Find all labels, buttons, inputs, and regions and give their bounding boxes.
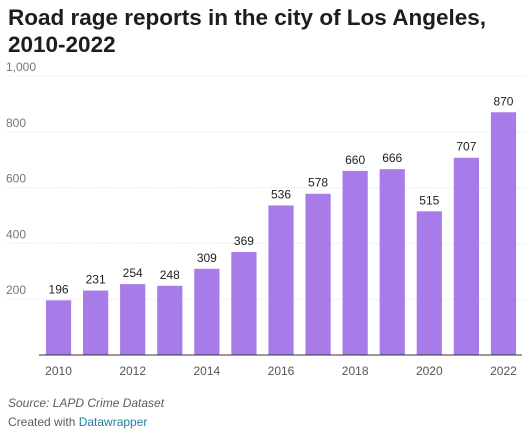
bar	[379, 169, 405, 355]
x-tick-label: 2020	[416, 364, 443, 378]
bar	[83, 290, 109, 355]
bar	[45, 300, 72, 355]
x-tick-label: 2018	[342, 364, 369, 378]
bar	[231, 252, 257, 355]
y-axis-ticks: 200 400 600 800 1,000	[6, 60, 36, 297]
y-tick-label: 600	[6, 172, 26, 186]
bar	[268, 205, 294, 355]
datawrapper-link[interactable]: Datawrapper	[78, 415, 148, 429]
bar	[194, 268, 220, 355]
y-tick-label: 800	[6, 116, 26, 130]
data-labels: 196 231 254 248 309 369 536 578 660 666 515 707 870	[49, 94, 514, 296]
x-tick-label: 2016	[268, 364, 295, 378]
bar	[120, 284, 146, 355]
data-label: 578	[308, 176, 328, 190]
data-label: 309	[197, 251, 217, 265]
x-tick-label: 2010	[45, 364, 72, 378]
data-label: 660	[345, 153, 365, 167]
data-label: 254	[123, 266, 143, 280]
bar	[305, 193, 331, 355]
x-axis-ticks: 2010 2012 2014 2016 2018 2020 2022	[45, 364, 517, 378]
bar	[416, 211, 442, 355]
data-label: 231	[86, 273, 106, 287]
y-tick-label: 1,000	[6, 60, 36, 74]
data-label: 536	[271, 187, 291, 201]
source-note: Source: LAPD Crime Dataset	[8, 396, 165, 410]
data-label: 515	[419, 193, 439, 207]
bar	[453, 157, 479, 355]
x-tick-label: 2012	[119, 364, 146, 378]
bar	[157, 285, 183, 355]
bars	[45, 112, 517, 356]
credit-prefix: Created with	[8, 415, 79, 429]
data-label: 666	[382, 151, 402, 165]
data-label: 248	[160, 268, 180, 282]
y-tick-label: 400	[6, 227, 26, 241]
data-label: 870	[493, 94, 513, 108]
bar	[342, 170, 368, 355]
chart-title: Road rage reports in the city of Los Ang…	[8, 5, 487, 57]
data-label: 196	[49, 282, 69, 296]
bar	[490, 112, 517, 356]
data-label: 707	[456, 140, 476, 154]
y-tick-label: 200	[6, 283, 26, 297]
data-label: 369	[234, 234, 254, 248]
x-tick-label: 2022	[490, 364, 517, 378]
credit-line: Created with Datawrapper	[8, 415, 147, 429]
gridlines	[6, 75, 526, 300]
x-tick-label: 2014	[193, 364, 220, 378]
